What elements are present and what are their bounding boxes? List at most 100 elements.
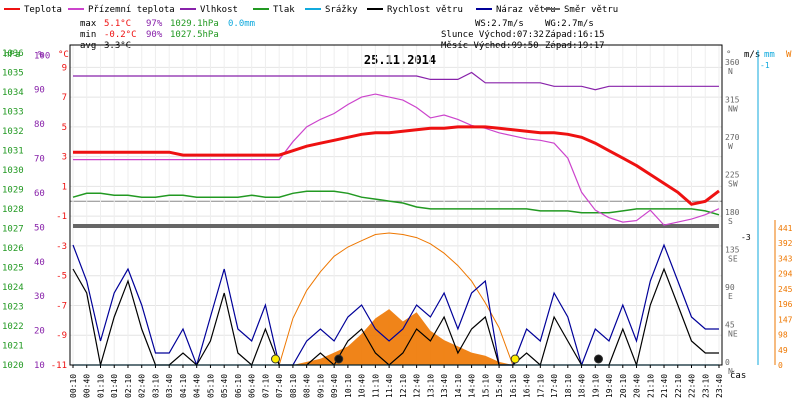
stats-max-label: max xyxy=(80,19,97,29)
unit-w: W xyxy=(786,50,792,60)
x-label-15: 07:40 xyxy=(275,374,284,398)
x-label-9: 04:40 xyxy=(193,374,202,398)
series-line-teplota xyxy=(73,125,720,206)
stats-max-rain: 0.0mm xyxy=(228,19,255,29)
legend-label-4: Srážky xyxy=(325,5,358,15)
tick-dir-lbl-0: N xyxy=(728,67,733,76)
tick-press-1030: 1030 xyxy=(2,166,24,176)
marker-sunrise xyxy=(271,354,281,364)
x-label-27: 13:40 xyxy=(440,374,449,398)
marker-moonset xyxy=(594,354,604,364)
x-label-17: 08:40 xyxy=(303,374,312,398)
tick-press-1036: 1036 xyxy=(2,49,24,59)
tick-temp-5: 5 xyxy=(62,123,67,133)
info-sun-rise: Slunce Východ:07:32 xyxy=(441,30,544,40)
x-label-45: 22:40 xyxy=(688,374,697,398)
x-label-18: 09:10 xyxy=(316,374,325,398)
x-label-3: 01:40 xyxy=(110,374,119,398)
tick-hum-60: 60 xyxy=(34,189,45,199)
stats-max-temp: 5.1°C xyxy=(104,19,131,29)
x-label-0: 00:10 xyxy=(69,374,78,398)
tick-solar-294: 294 xyxy=(778,270,793,279)
x-label-22: 11:10 xyxy=(371,374,380,398)
tick-ms-3: -3 xyxy=(741,233,751,242)
x-label-43: 21:40 xyxy=(660,374,669,398)
series-layer xyxy=(72,71,720,368)
info-moon-set: Západ:19:17 xyxy=(545,41,605,51)
unit-cas: čas xyxy=(730,370,746,381)
stats-min-temp: -0.2°C xyxy=(104,30,137,40)
tick-temp-9: 9 xyxy=(62,63,67,73)
info-sun-set: Západ:16:15 xyxy=(545,30,605,40)
tick-temp-7: 7 xyxy=(62,93,67,103)
x-label-24: 12:10 xyxy=(399,374,408,398)
x-label-7: 03:40 xyxy=(165,374,174,398)
marker-moonrise xyxy=(334,354,344,364)
tick-temp-1: 1 xyxy=(62,182,67,192)
x-label-29: 14:40 xyxy=(468,374,477,398)
tick-temp--1: -1 xyxy=(56,212,67,222)
tick-dir-num-6: 90 xyxy=(725,283,735,292)
info-block: WS:2.7m/s WG:2.7m/s Slunce Východ:07:32 … xyxy=(441,19,605,51)
tick-solar-49: 49 xyxy=(778,346,788,355)
x-label-1: 00:40 xyxy=(83,374,92,398)
stats-min-label: min xyxy=(80,30,96,40)
x-label-6: 03:10 xyxy=(151,374,160,398)
tick-press-1024: 1024 xyxy=(2,283,24,293)
tick-hum-100: 100 xyxy=(34,51,50,61)
tick-press-1031: 1031 xyxy=(2,146,24,156)
stats-avg-temp: 3.3°C xyxy=(104,41,131,51)
x-label-10: 05:10 xyxy=(206,374,215,398)
tick-dir-num-3: 225 xyxy=(725,171,740,180)
tick-hum-80: 80 xyxy=(34,120,45,130)
solar-theoretical-curve xyxy=(278,232,514,366)
info-moon-rise: Měsíc Východ:09:50 xyxy=(441,41,539,51)
tick-press-1022: 1022 xyxy=(2,322,24,332)
tick-dir-num-1: 315 xyxy=(725,96,740,105)
legend-label-7: Směr větru xyxy=(564,5,618,15)
tick-ms-1: -1 xyxy=(760,61,770,70)
x-label-37: 18:40 xyxy=(578,374,587,398)
series-line-tlak xyxy=(72,190,720,216)
stats-min-press: 1027.5hPa xyxy=(170,30,219,40)
x-label-23: 11:40 xyxy=(385,374,394,398)
tick-hum-50: 50 xyxy=(34,223,45,233)
unit-degc: °C xyxy=(58,50,69,60)
x-label-34: 17:10 xyxy=(536,374,545,398)
tick-dir-lbl-4: S xyxy=(728,217,733,226)
tick-press-1020: 1020 xyxy=(2,361,24,371)
x-label-31: 15:40 xyxy=(495,374,504,398)
tick-press-1025: 1025 xyxy=(2,263,24,273)
x-label-40: 20:10 xyxy=(619,374,628,398)
tick-hum-70: 70 xyxy=(34,155,45,165)
tick-dir-lbl-3: SW xyxy=(728,180,738,189)
tick-dir-lbl-7: NE xyxy=(728,330,738,339)
x-label-42: 21:10 xyxy=(646,374,655,398)
series-line-rychlost-v-tru xyxy=(72,267,719,368)
unit-mm: mm xyxy=(764,50,775,60)
tick-press-1029: 1029 xyxy=(2,185,24,195)
tick-temp-3: 3 xyxy=(62,153,67,163)
tick-dir-num-4: 180 xyxy=(725,208,740,217)
tick-hum-30: 30 xyxy=(34,292,45,302)
x-label-26: 13:10 xyxy=(426,374,435,398)
x-label-36: 18:10 xyxy=(564,374,573,398)
x-label-14: 07:10 xyxy=(261,374,270,398)
x-label-30: 15:10 xyxy=(481,374,490,398)
stats-max-press: 1029.1hPa xyxy=(170,19,219,29)
tick-hum-40: 40 xyxy=(34,258,45,268)
tick-press-1028: 1028 xyxy=(2,205,24,215)
x-label-11: 05:40 xyxy=(220,374,229,398)
tick-press-1034: 1034 xyxy=(2,88,24,98)
tick-press-1032: 1032 xyxy=(2,127,24,137)
x-label-32: 16:10 xyxy=(509,374,518,398)
tick-press-1026: 1026 xyxy=(2,244,24,254)
x-label-2: 01:10 xyxy=(96,374,105,398)
x-label-41: 20:40 xyxy=(633,374,642,398)
tick-press-1027: 1027 xyxy=(2,224,24,234)
tick-dir-num-2: 270 xyxy=(725,133,740,142)
x-label-12: 06:10 xyxy=(234,374,243,398)
legend: Teplota Přízemní teplota Vlhkost Tlak Srážky… xyxy=(4,5,618,15)
solar-layer xyxy=(278,232,514,366)
